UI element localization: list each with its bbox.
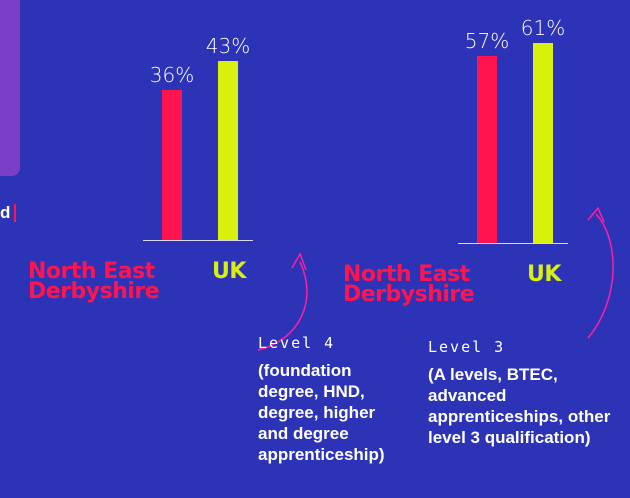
description: (foundation degree, HND, degree, higher … <box>258 361 385 464</box>
panel <box>0 0 20 176</box>
value-label: 36% <box>149 63 195 87</box>
value-label: 61% <box>520 15 566 40</box>
bar <box>218 60 238 240</box>
category-label: UK <box>212 259 246 284</box>
description: (A levels, BTEC, advanced apprenticeship… <box>428 365 611 447</box>
category-label: North East Derbyshire <box>28 259 160 304</box>
arrow <box>257 252 308 351</box>
fragment-text: d <box>0 203 11 222</box>
bar <box>477 55 497 243</box>
divider <box>14 204 16 222</box>
level-label: Level 4 <box>258 334 336 352</box>
value-label: 43% <box>205 33 251 58</box>
level-label: Level 3 <box>428 338 506 356</box>
arrow <box>587 206 614 339</box>
bar <box>533 42 553 243</box>
value-label: 57% <box>464 28 510 53</box>
category-label: UK <box>527 262 561 287</box>
bar <box>162 90 182 240</box>
baseline <box>458 243 568 244</box>
baseline <box>143 240 253 241</box>
category-label: North East Derbyshire <box>343 262 475 307</box>
